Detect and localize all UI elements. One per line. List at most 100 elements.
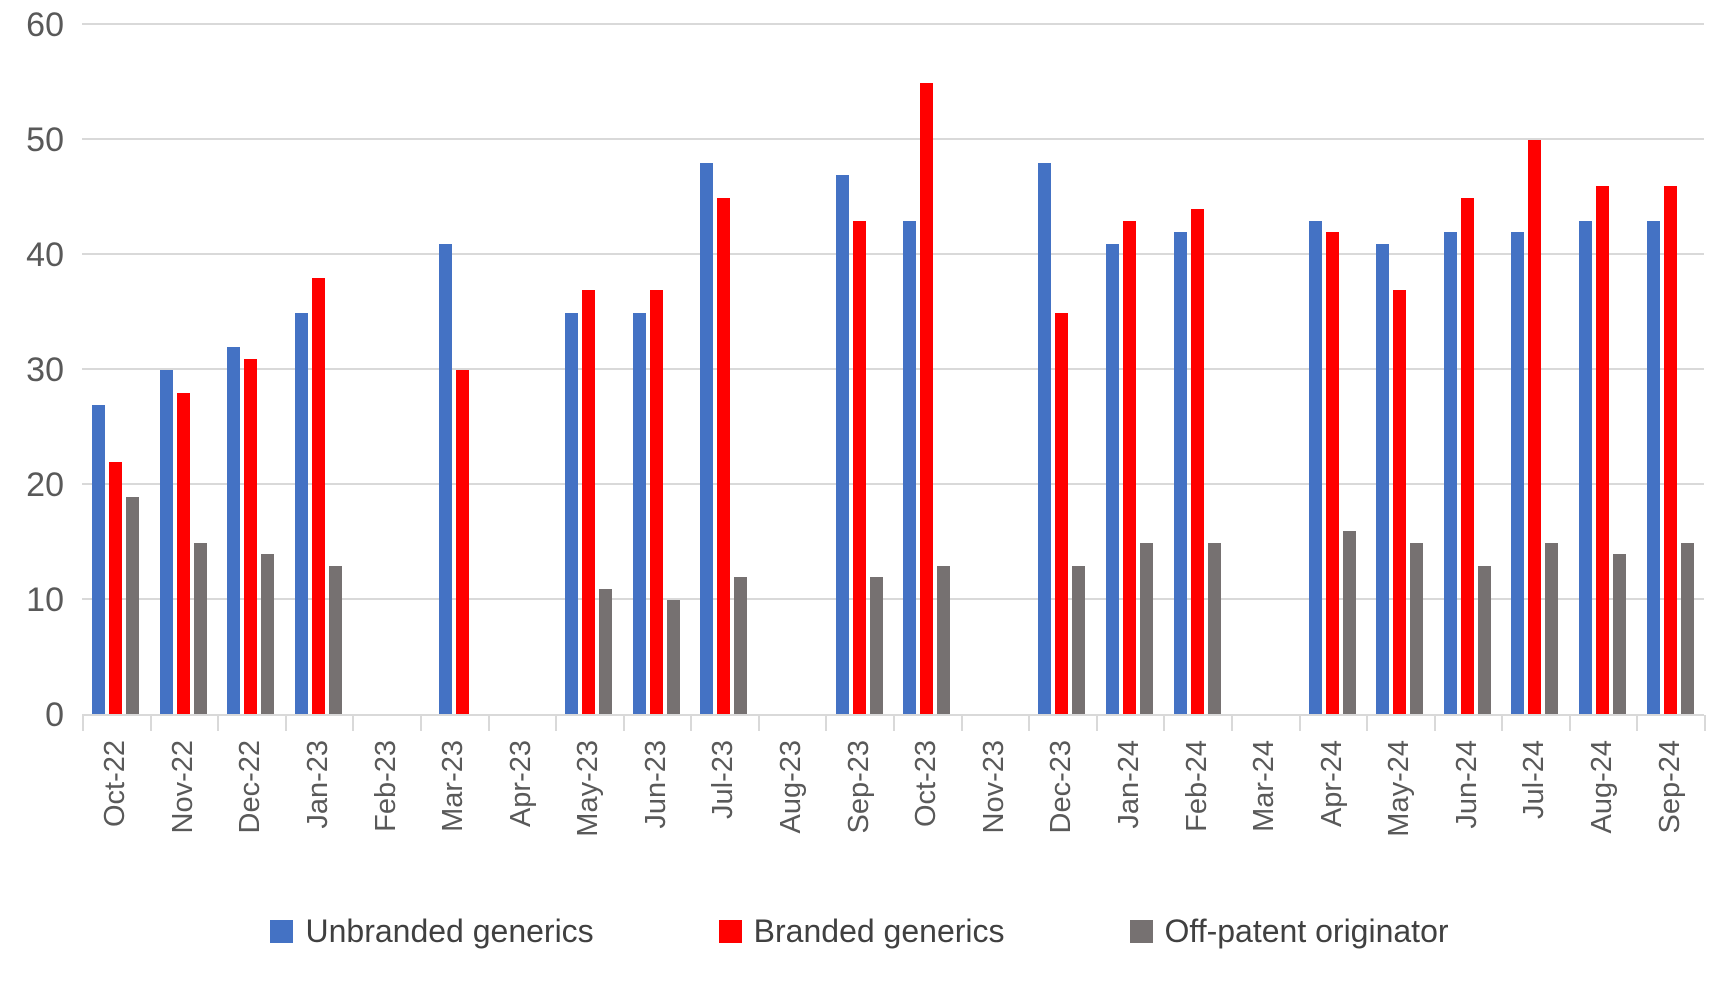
bar-unbranded-generics-may-23 (565, 312, 579, 715)
axis-tick (1636, 715, 1639, 731)
bar-branded-generics-aug-24 (1596, 186, 1609, 715)
bar-off-patent-originator-nov-22 (193, 542, 207, 715)
x-axis-label-may-24: May-24 (1383, 740, 1416, 837)
category-mar-23 (420, 25, 488, 715)
bar-branded-generics-oct-23 (920, 82, 934, 715)
bar-off-patent-originator-may-23 (599, 588, 613, 715)
category-sep-24 (1636, 25, 1704, 715)
x-axis-label-jun-24: Jun-24 (1450, 740, 1483, 829)
bar-branded-generics-mar-23 (455, 370, 469, 715)
x-label-cell-jul-24: Jul-24 (1501, 740, 1569, 905)
x-label-cell-apr-24: Apr-24 (1298, 740, 1366, 905)
x-axis-label-feb-24: Feb-24 (1180, 740, 1213, 832)
x-label-cell-aug-23: Aug-23 (758, 740, 826, 905)
axis-tick (1704, 715, 1706, 731)
y-axis-label-10: 10 (26, 581, 64, 619)
unbranded-generics-swatch-icon (270, 919, 294, 943)
x-axis-label-may-23: May-23 (572, 740, 605, 837)
branded-generics-swatch-icon (718, 919, 742, 943)
x-axis-label-sep-24: Sep-24 (1653, 740, 1686, 834)
bar-branded-generics-jul-24 (1528, 140, 1542, 715)
bar-columns (82, 25, 1704, 715)
bar-off-patent-originator-sep-24 (1680, 542, 1694, 715)
legend-item-unbranded-generics: Unbranded generics (270, 915, 594, 947)
x-label-cell-jan-24: Jan-24 (1096, 740, 1164, 905)
bar-branded-generics-jan-24 (1122, 220, 1136, 715)
axis-tick (487, 715, 490, 731)
category-sep-23 (825, 25, 893, 715)
category-feb-23 (352, 25, 420, 715)
axis-tick (1501, 715, 1504, 731)
x-axis-label-dec-23: Dec-23 (1045, 740, 1078, 834)
x-axis-label-aug-23: Aug-23 (775, 740, 808, 834)
bar-unbranded-generics-jul-23 (700, 163, 714, 715)
x-axis-label-feb-23: Feb-23 (369, 740, 402, 832)
x-axis-label-jul-24: Jul-24 (1518, 740, 1551, 819)
x-axis-label-mar-24: Mar-24 (1248, 740, 1281, 832)
axis-tick (1230, 715, 1233, 731)
category-apr-24 (1298, 25, 1366, 715)
bar-off-patent-originator-aug-24 (1613, 554, 1626, 715)
legend-label: Branded generics (753, 913, 1005, 949)
bar-off-patent-originator-jul-24 (1545, 542, 1559, 715)
bar-branded-generics-nov-22 (176, 393, 190, 715)
x-label-cell-may-23: May-23 (555, 740, 623, 905)
x-label-cell-may-24: May-24 (1366, 740, 1434, 905)
bar-unbranded-generics-nov-22 (159, 370, 173, 715)
bar-branded-generics-jun-24 (1460, 197, 1474, 715)
x-axis-label-jan-23: Jan-23 (302, 740, 335, 829)
bar-off-patent-originator-oct-22 (126, 496, 140, 715)
x-axis-label-dec-22: Dec-22 (234, 740, 267, 834)
x-axis-label-oct-22: Oct-22 (99, 740, 132, 828)
category-aug-23 (758, 25, 826, 715)
bar-branded-generics-apr-24 (1325, 232, 1339, 715)
x-axis-label-jan-24: Jan-24 (1112, 740, 1145, 829)
category-jun-23 (623, 25, 691, 715)
bar-unbranded-generics-dec-23 (1038, 163, 1052, 715)
category-may-23 (555, 25, 623, 715)
axis-tick (217, 715, 220, 731)
category-dec-22 (217, 25, 285, 715)
bar-unbranded-generics-sep-24 (1646, 220, 1660, 715)
bar-unbranded-generics-aug-24 (1579, 220, 1592, 715)
bar-branded-generics-dec-23 (1055, 312, 1069, 715)
bar-off-patent-originator-apr-24 (1342, 531, 1356, 715)
y-axis-label-30: 30 (26, 351, 64, 389)
axis-tick (960, 715, 963, 731)
bar-branded-generics-feb-24 (1190, 209, 1204, 715)
legend-item-off-patent-originator: Off-patent originator (1129, 915, 1449, 947)
axis-tick (419, 715, 422, 731)
x-axis-label-sep-23: Sep-23 (842, 740, 875, 834)
category-oct-23 (893, 25, 961, 715)
bar-unbranded-generics-jan-24 (1105, 243, 1119, 715)
x-label-cell-mar-24: Mar-24 (1231, 740, 1299, 905)
x-label-cell-nov-22: Nov-22 (150, 740, 218, 905)
category-feb-24 (1163, 25, 1231, 715)
y-axis-label-50: 50 (26, 121, 64, 159)
bar-unbranded-generics-jun-24 (1443, 232, 1457, 715)
x-label-cell-dec-23: Dec-23 (1028, 740, 1096, 905)
y-axis-label-60: 60 (26, 6, 64, 44)
category-mar-24 (1231, 25, 1299, 715)
x-label-cell-aug-24: Aug-24 (1569, 740, 1637, 905)
gridline-50 (82, 138, 1704, 140)
x-axis-label-oct-23: Oct-23 (910, 740, 943, 828)
bar-unbranded-generics-sep-23 (835, 174, 849, 715)
bar-unbranded-generics-mar-23 (438, 243, 452, 715)
x-label-cell-nov-23: Nov-23 (961, 740, 1029, 905)
axis-tick (555, 715, 558, 731)
bar-off-patent-originator-sep-23 (869, 577, 883, 715)
x-axis-label-apr-23: Apr-23 (504, 740, 537, 828)
y-axis-label-20: 20 (26, 466, 64, 504)
bar-off-patent-originator-oct-23 (937, 565, 951, 715)
axis-tick (757, 715, 760, 731)
bar-branded-generics-jun-23 (649, 289, 663, 715)
x-label-cell-mar-23: Mar-23 (420, 740, 488, 905)
bar-unbranded-generics-jun-23 (632, 312, 646, 715)
axis-tick (1298, 715, 1301, 731)
gridline-40 (82, 253, 1704, 255)
axis-tick (1028, 715, 1031, 731)
bar-unbranded-generics-feb-24 (1173, 232, 1187, 715)
gridline-20 (82, 483, 1704, 485)
